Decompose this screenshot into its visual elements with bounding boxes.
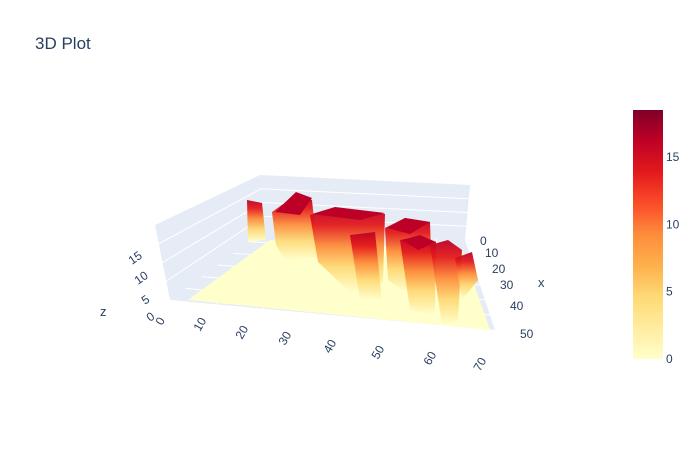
y-tick-label: 10: [190, 315, 209, 334]
y-tick-label: 20: [232, 323, 251, 342]
y-tick-label: 30: [275, 329, 294, 348]
x-tick-label: 10: [485, 246, 499, 260]
colorbar-tick-label: 5: [666, 285, 673, 299]
colorbar-tick-label: 15: [666, 150, 680, 164]
surface-block: [455, 252, 478, 300]
z-axis-title: z: [100, 304, 107, 319]
surface-block: [430, 240, 462, 325]
surface-block-top: [312, 207, 385, 220]
surface-blocks: [247, 192, 478, 325]
surface-block-top: [387, 218, 430, 234]
surface-block: [350, 232, 382, 300]
z-tick-label: 10: [132, 268, 151, 287]
x-tick-label: 40: [510, 299, 524, 313]
x-axis-ticks: 010 20 30 40 50: [480, 234, 534, 341]
x-tick-label: 50: [520, 327, 534, 341]
x-tick-label: 30: [500, 278, 514, 292]
colorbar-tick-label: 10: [666, 217, 680, 231]
y-tick-label: 60: [420, 349, 439, 368]
y-tick-label: 40: [320, 337, 339, 356]
x-tick-label: 20: [492, 262, 506, 276]
surface-block-top: [402, 235, 436, 250]
surface-block: [247, 200, 266, 242]
chart-title: 3D Plot: [35, 34, 91, 53]
z-tick-label: 5: [139, 292, 153, 307]
x-tick-label: 0: [480, 234, 487, 248]
y-tick-label: 50: [368, 343, 387, 362]
surface-block-top: [275, 192, 312, 215]
y-tick-label: 70: [470, 355, 489, 374]
x-axis-title: x: [538, 275, 545, 290]
colorbar-tick-label: 0: [666, 352, 673, 366]
y-axis-ticks: 0 10 20 30 40 50 60 70: [152, 314, 489, 373]
colorbar: 0 5 10 15: [633, 110, 680, 366]
z-tick-label: 15: [126, 248, 145, 267]
surface-block: [400, 236, 436, 315]
